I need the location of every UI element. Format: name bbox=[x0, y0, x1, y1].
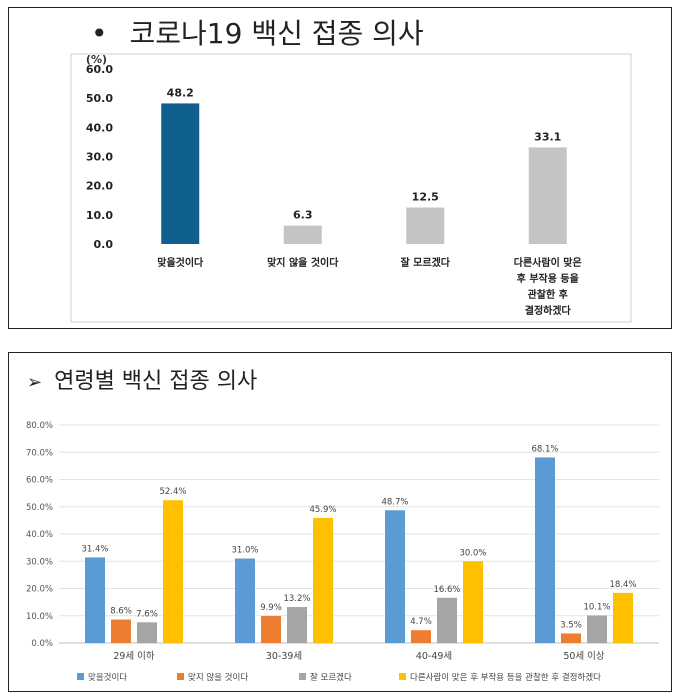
data-label: 30.0% bbox=[459, 548, 486, 558]
bar bbox=[437, 597, 457, 643]
data-label: 6.3 bbox=[293, 209, 313, 222]
x-category-label: 맞을것이다 bbox=[157, 256, 204, 269]
bar bbox=[161, 103, 200, 245]
x-category-label: 잘 모르겠다 bbox=[401, 256, 451, 269]
data-label: 7.6% bbox=[136, 609, 158, 619]
y-unit-label: (%) bbox=[86, 53, 107, 66]
y-tick-label: 10.0 bbox=[86, 209, 113, 222]
x-category-label: 관찰한 후 bbox=[528, 288, 568, 301]
legend-swatch bbox=[77, 673, 84, 680]
bar bbox=[406, 207, 445, 244]
x-category-label: 29세 이하 bbox=[113, 650, 155, 662]
bar bbox=[163, 500, 183, 643]
y-tick-label: 70.0% bbox=[26, 448, 53, 458]
bar bbox=[411, 630, 431, 643]
plot-area-frame bbox=[70, 53, 632, 323]
data-label: 4.7% bbox=[410, 617, 432, 627]
age-chart-panel: ➢ 연령별 백신 접종 의사 0.0% 10.0% 20.0% 30.0% 40.0% 50… bbox=[8, 352, 672, 692]
y-tick-label: 10.0% bbox=[26, 612, 53, 622]
data-label: 18.4% bbox=[609, 580, 636, 590]
data-label: 45.9% bbox=[309, 505, 336, 515]
legend-label: 맞을것이다 bbox=[88, 672, 127, 683]
y-tick-label: 50.0% bbox=[26, 503, 53, 513]
bar bbox=[385, 510, 405, 643]
y-tick-label: 30.0 bbox=[86, 151, 113, 164]
data-label: 68.1% bbox=[531, 444, 558, 454]
overall-chart-title-text: 코로나19 백신 접종 의사 bbox=[129, 17, 424, 50]
data-label: 12.5 bbox=[412, 191, 439, 204]
overall-chart-title: • 코로나19 백신 접종 의사 bbox=[91, 12, 424, 52]
data-label: 8.6% bbox=[110, 607, 132, 617]
data-label: 3.5% bbox=[560, 620, 582, 630]
y-tick-label: 20.0 bbox=[86, 180, 113, 193]
data-label: 9.9% bbox=[260, 603, 282, 613]
bar bbox=[85, 557, 105, 643]
x-category-label: 후 부작용 등을 bbox=[517, 272, 579, 285]
bar bbox=[261, 616, 281, 643]
x-category-label: 50세 이상 bbox=[563, 651, 605, 662]
bar bbox=[528, 147, 567, 244]
x-category-label: 다른사람이 맞은 bbox=[514, 256, 582, 269]
bar bbox=[313, 517, 333, 643]
bar bbox=[111, 619, 131, 643]
y-tick-label: 40.0% bbox=[26, 530, 53, 540]
bar bbox=[287, 607, 307, 643]
y-tick-label: 50.0 bbox=[86, 92, 113, 105]
data-label: 31.4% bbox=[81, 544, 108, 554]
x-category-label: 40-49세 bbox=[416, 651, 452, 662]
y-tick-label: 0.0% bbox=[31, 639, 53, 649]
x-category-label: 결정하겠다 bbox=[525, 304, 572, 317]
bar bbox=[283, 225, 322, 244]
arrow-bullet-icon: ➢ bbox=[27, 372, 43, 393]
legend-swatch bbox=[299, 673, 306, 680]
data-label: 13.2% bbox=[283, 594, 310, 604]
y-tick-label: 40.0 bbox=[86, 121, 113, 134]
y-tick-label: 60.0% bbox=[26, 476, 53, 486]
bar bbox=[587, 615, 607, 643]
legend-label: 다른사람이 맞은 후 부작용 등을 관찰한 후 결정하겠다 bbox=[410, 672, 601, 683]
age-chart-title-text: 연령별 백신 접종 의사 bbox=[54, 369, 258, 394]
data-label: 48.2 bbox=[167, 86, 194, 99]
bar bbox=[137, 622, 157, 643]
y-tick-label: 30.0% bbox=[26, 557, 53, 567]
overall-chart-panel: • 코로나19 백신 접종 의사 (%) 0.0 10.0 20.0 30.0 40.0 50… bbox=[8, 7, 672, 329]
y-tick-label: 20.0% bbox=[26, 585, 53, 595]
age-chart-title: ➢ 연령별 백신 접종 의사 bbox=[27, 363, 257, 395]
legend-swatch bbox=[177, 673, 184, 680]
bar bbox=[561, 633, 581, 643]
x-category-label: 맞지 않을 것이다 bbox=[267, 256, 339, 269]
y-tick-label: 80.0% bbox=[26, 421, 53, 431]
data-label: 10.1% bbox=[583, 602, 610, 612]
data-label: 31.0% bbox=[231, 546, 258, 556]
bar bbox=[235, 558, 255, 643]
y-tick-label: 60.0 bbox=[86, 63, 113, 76]
y-tick-label: 0.0 bbox=[94, 238, 114, 251]
bullet-icon: • bbox=[91, 17, 108, 50]
data-label: 16.6% bbox=[433, 585, 460, 595]
overall-bar-chart: (%) 0.0 10.0 20.0 30.0 40.0 50.0 60.0 48.2 맞을것이다 6… bbox=[70, 53, 632, 323]
data-label: 48.7% bbox=[381, 497, 408, 507]
bar bbox=[613, 592, 633, 643]
age-grouped-bar-chart: 0.0% 10.0% 20.0% 30.0% 40.0% 50.0% 60.0% 70.0% 8… bbox=[26, 421, 659, 683]
data-label: 33.1 bbox=[534, 130, 561, 143]
legend-label: 잘 모르겠다 bbox=[310, 672, 352, 683]
legend-label: 맞지 않을 것이다 bbox=[188, 672, 248, 683]
legend-swatch bbox=[399, 673, 406, 680]
x-category-label: 30-39세 bbox=[266, 651, 302, 662]
bar bbox=[463, 561, 483, 643]
bar bbox=[535, 457, 555, 643]
data-label: 52.4% bbox=[159, 487, 186, 497]
